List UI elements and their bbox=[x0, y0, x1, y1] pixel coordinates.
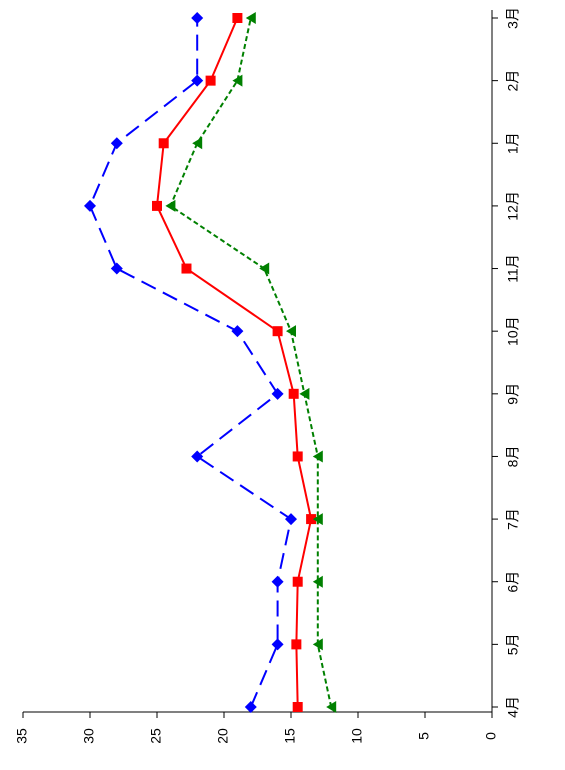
marker bbox=[271, 638, 284, 651]
series-line bbox=[169, 17, 333, 708]
marker bbox=[286, 325, 296, 338]
y-tick-label: 20 bbox=[215, 728, 231, 744]
y-tick-label: 15 bbox=[282, 728, 298, 744]
x-tick-label: 10月 bbox=[505, 316, 521, 346]
marker bbox=[158, 138, 169, 149]
marker bbox=[205, 75, 216, 86]
marker bbox=[271, 575, 284, 588]
marker bbox=[191, 74, 204, 87]
y-tick-label: 0 bbox=[483, 732, 499, 740]
marker bbox=[110, 137, 123, 150]
marker bbox=[272, 326, 283, 337]
marker bbox=[271, 387, 284, 400]
marker bbox=[312, 638, 323, 651]
marker bbox=[326, 701, 337, 713]
marker bbox=[306, 514, 317, 525]
marker bbox=[292, 451, 303, 462]
x-tick-label: 2月 bbox=[505, 70, 521, 92]
marker bbox=[291, 639, 302, 650]
series-line bbox=[155, 17, 313, 708]
y-tick-label: 25 bbox=[148, 728, 164, 744]
marker bbox=[259, 262, 270, 275]
marker bbox=[181, 263, 192, 274]
marker bbox=[245, 12, 256, 24]
x-tick-label: 8月 bbox=[505, 446, 521, 468]
marker bbox=[312, 575, 323, 588]
x-tick-label: 4月 bbox=[505, 696, 521, 718]
x-tick-label: 9月 bbox=[505, 383, 521, 405]
y-tick-label: 10 bbox=[349, 728, 365, 744]
marker bbox=[292, 702, 303, 712]
marker bbox=[232, 13, 243, 23]
x-tick-label: 3月 bbox=[505, 7, 521, 29]
x-tick-label: 11月 bbox=[505, 254, 521, 283]
marker bbox=[152, 200, 162, 211]
y-tick-label: 5 bbox=[416, 732, 432, 740]
x-tick-label: 12月 bbox=[505, 191, 521, 221]
y-tick-label: 30 bbox=[81, 728, 97, 744]
marker bbox=[165, 199, 176, 212]
series-line bbox=[88, 18, 293, 708]
marker bbox=[312, 450, 323, 463]
marker bbox=[110, 262, 123, 275]
y-tick-label: 35 bbox=[14, 728, 30, 744]
x-tick-label: 7月 bbox=[505, 508, 521, 530]
marker bbox=[285, 513, 297, 526]
x-tick-label: 1月 bbox=[505, 132, 521, 154]
marker bbox=[232, 74, 243, 87]
marker bbox=[231, 325, 244, 338]
marker bbox=[312, 513, 323, 526]
x-tick-label: 6月 bbox=[505, 571, 521, 593]
x-tick-label: 5月 bbox=[505, 633, 521, 655]
marker bbox=[299, 387, 310, 400]
marker bbox=[191, 12, 204, 24]
marker bbox=[192, 137, 203, 150]
marker bbox=[288, 388, 299, 399]
marker bbox=[244, 701, 257, 713]
marker bbox=[292, 576, 303, 587]
marker bbox=[84, 199, 96, 212]
marker bbox=[191, 450, 204, 463]
